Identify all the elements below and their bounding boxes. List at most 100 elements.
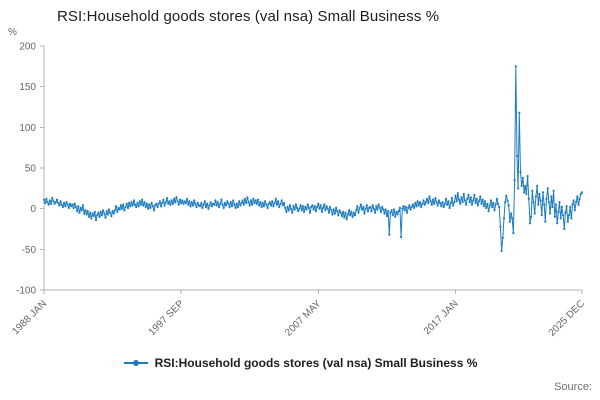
series-point-marker [178,198,182,201]
series-point-marker [266,206,269,209]
series-point-marker [45,197,48,200]
series-point-marker [277,200,280,203]
series-point-marker [249,199,252,202]
series-point-marker [284,206,287,209]
series-point-marker [552,189,555,192]
series-point-marker [327,211,331,214]
series-point-marker [505,194,508,197]
series-point-marker [409,208,412,211]
series-point-marker [407,206,410,209]
series-point-marker [217,205,221,209]
series-point-marker [422,199,425,202]
series-point-marker [493,209,496,212]
series-point-marker [317,202,320,205]
series-point-marker [442,205,445,209]
series-point-marker [331,213,334,216]
series-point-marker [437,199,440,202]
series-point-marker [173,197,176,200]
series-point-marker [478,200,481,203]
series-point-marker [472,199,475,202]
y-tick-label: -50 [22,245,37,256]
series-point-marker [459,202,462,205]
series-point-marker [483,200,487,203]
series-point-marker [145,202,148,205]
series-point-marker [559,217,562,220]
series-point-marker [416,200,419,203]
series-point-marker [465,203,468,206]
series-point-marker [215,204,218,207]
series-point-marker [223,201,226,205]
series-point-marker [84,209,87,212]
series-point-marker [567,214,571,217]
series-point-marker [329,205,332,209]
series-point-marker [280,199,283,202]
series-point-marker [297,210,300,213]
series-point-marker [202,203,205,206]
series-point-marker [429,200,432,203]
series-point-marker [401,207,404,210]
series-point-marker [46,201,49,204]
series-point-marker [469,196,472,199]
series-point-marker [319,204,322,207]
series-point-marker [426,197,429,200]
series-point-marker [562,214,565,217]
series-point-marker [541,191,545,194]
series-point-marker [531,189,534,192]
source-label: Source: [554,381,592,393]
series-point-marker [433,202,436,205]
series-point-marker [374,211,377,214]
series-point-marker [532,201,535,204]
series-point-marker [539,199,542,202]
series-point-marker [466,197,469,200]
series-point-marker [204,205,208,209]
series-point-marker [52,200,55,203]
series-point-marker [74,205,77,209]
series-point-marker [482,205,485,208]
series-point-marker [58,204,61,207]
series-point-marker [560,205,564,209]
series-point-marker [530,215,533,218]
series-point-marker [443,202,446,205]
series-point-marker [151,205,154,208]
series-point-marker [325,205,328,208]
series-point-marker [316,205,319,209]
series-point-marker [125,202,128,205]
series-point-marker [124,205,127,209]
series-point-marker [80,209,83,212]
series-point-marker [117,206,120,209]
series-point-marker [85,213,88,216]
legend-series-label[interactable]: RSI:Household goods stores (val nsa) Sma… [154,356,478,370]
series-point-marker [227,202,230,205]
series-point-marker [199,205,202,208]
series-point-marker [271,200,274,203]
legend: RSI:Household goods stores (val nsa) Sma… [0,356,600,370]
series-point-marker [318,207,321,210]
series-point-marker [189,205,192,208]
series-point-marker [239,204,242,207]
series-point-marker [537,203,540,206]
series-point-marker [92,214,95,218]
series-point-marker [65,201,68,204]
series-point-marker [546,187,549,190]
series-point-marker [209,201,212,204]
series-point-marker [246,196,249,199]
series-point-marker [44,201,47,205]
series-point-marker [51,197,54,200]
series-point-marker [268,201,271,204]
series-point-marker [70,205,73,208]
series-point-marker [430,203,433,206]
series-point-marker [580,191,584,194]
series-point-marker [369,205,372,209]
series-point-marker [550,195,553,198]
series-point-marker [79,206,82,209]
series-point-marker [434,197,437,200]
series-point-marker [330,209,333,212]
series-point-marker [186,197,189,200]
series-point-marker [415,205,418,208]
series-point-marker [463,199,466,202]
series-point-marker [229,201,232,204]
series-point-marker [408,204,411,207]
series-point-marker [553,215,556,218]
series-point-marker [545,197,548,200]
series-point-marker [525,192,528,196]
